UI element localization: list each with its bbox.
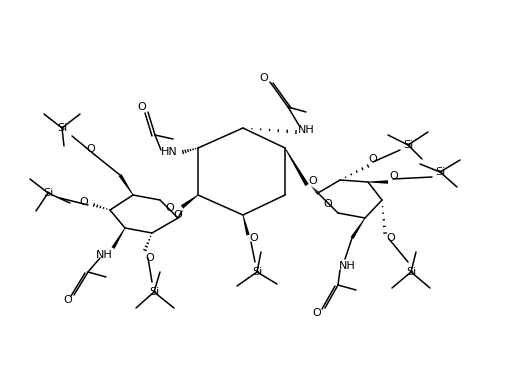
Polygon shape bbox=[350, 218, 366, 239]
Text: O: O bbox=[166, 203, 174, 213]
Text: Si: Si bbox=[57, 123, 67, 133]
Text: Si: Si bbox=[149, 287, 159, 297]
Text: O: O bbox=[145, 253, 154, 263]
Text: O: O bbox=[313, 308, 321, 318]
Text: NH: NH bbox=[298, 125, 314, 135]
Polygon shape bbox=[368, 180, 388, 184]
Polygon shape bbox=[119, 174, 133, 195]
Text: NH: NH bbox=[338, 261, 355, 271]
Text: Si: Si bbox=[43, 188, 53, 198]
Text: Si: Si bbox=[252, 267, 262, 277]
Text: O: O bbox=[138, 102, 146, 112]
Text: O: O bbox=[386, 233, 395, 243]
Text: Si: Si bbox=[435, 167, 445, 177]
Text: O: O bbox=[324, 199, 333, 209]
Text: O: O bbox=[259, 73, 268, 83]
Text: O: O bbox=[249, 233, 258, 243]
Text: O: O bbox=[174, 210, 183, 220]
Polygon shape bbox=[181, 195, 198, 208]
Text: O: O bbox=[87, 144, 95, 154]
Polygon shape bbox=[285, 148, 309, 186]
Polygon shape bbox=[111, 228, 126, 249]
Text: HN: HN bbox=[161, 147, 177, 157]
Text: O: O bbox=[390, 171, 399, 181]
Polygon shape bbox=[243, 215, 249, 235]
Text: O: O bbox=[369, 154, 378, 164]
Text: Si: Si bbox=[406, 267, 416, 277]
Text: O: O bbox=[309, 176, 317, 186]
Text: NH: NH bbox=[96, 250, 112, 260]
Text: Si: Si bbox=[403, 140, 413, 150]
Text: O: O bbox=[64, 295, 72, 305]
Text: O: O bbox=[79, 197, 88, 207]
